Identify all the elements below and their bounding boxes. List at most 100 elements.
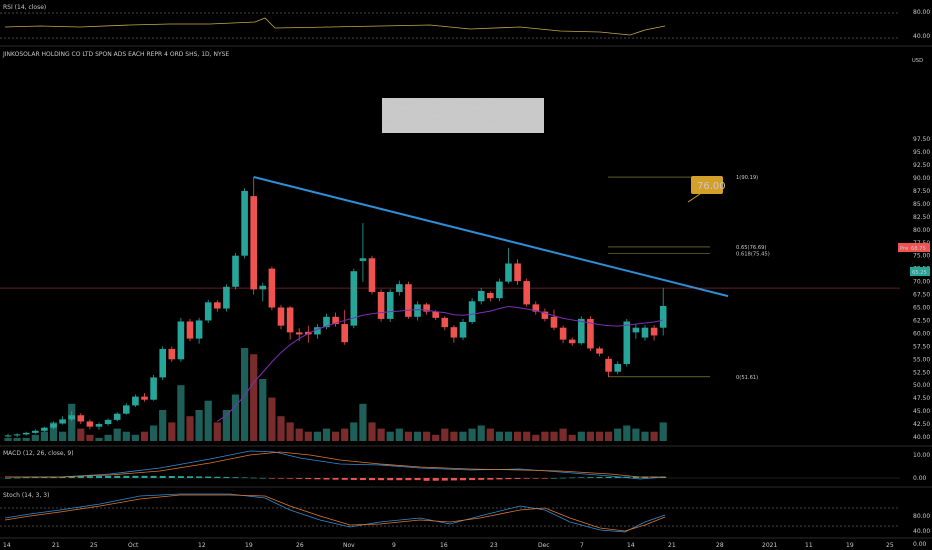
volume-bar: [459, 431, 467, 441]
annotation[interactable]: Potential for trendline break today. Volu…: [382, 98, 544, 133]
macd-bar: [541, 478, 548, 479]
candle-body: [113, 413, 121, 420]
candle-body: [568, 339, 576, 344]
macd-bar: [123, 475, 130, 478]
volume-bar: [523, 431, 531, 441]
volume-bar: [477, 425, 485, 441]
macd-bar: [387, 478, 394, 481]
macd-bar: [605, 476, 612, 478]
volume-bar: [450, 431, 458, 441]
macd-bar: [77, 476, 84, 478]
macd-line: [5, 450, 666, 480]
candle-body: [632, 327, 640, 333]
macd-bar: [59, 476, 66, 478]
macd-bar: [259, 477, 266, 479]
macd-bar: [514, 478, 521, 479]
volume-bar: [586, 431, 594, 441]
symbol-label: JINKOSOLAR HOLDING CO LTD SPON ADS EACH …: [2, 51, 229, 58]
volume-bar: [86, 434, 94, 441]
x-tick-label: 26: [296, 542, 304, 549]
macd-bar: [141, 475, 148, 478]
macd-bar: [396, 478, 403, 481]
volume-bar: [204, 400, 212, 441]
volume-bar: [514, 431, 522, 441]
candle-body: [523, 281, 530, 305]
volume-bar: [413, 431, 422, 441]
volume-bar: [186, 416, 194, 441]
x-tick-label: Dec: [538, 542, 550, 549]
macd-bar: [432, 478, 439, 481]
macd-bar: [50, 476, 57, 478]
macd-tick-0: 0.00: [913, 475, 927, 482]
y-tick-label: 55.00: [913, 356, 930, 363]
macd-bar: [232, 477, 239, 478]
macd-bar: [287, 478, 294, 479]
candle-body: [214, 302, 221, 309]
volume-bar: [377, 428, 385, 441]
target-price-tag[interactable]: 76.00: [687, 176, 726, 203]
x-tick-label: 21: [52, 542, 60, 549]
volume-bar: [541, 431, 549, 441]
x-tick-label: Oct: [128, 542, 139, 549]
y-tick-label: 92.50: [913, 162, 930, 169]
candle-body: [68, 415, 75, 420]
volume-bar: [286, 422, 294, 441]
x-tick-label: Nov: [343, 542, 355, 549]
volume-bar: [568, 434, 576, 441]
volume-bar: [386, 431, 394, 441]
candle-body: [50, 423, 57, 428]
candle-body: [541, 311, 549, 319]
volume-bar: [131, 434, 139, 441]
last-price-label: Pre 68.75: [898, 243, 930, 252]
last-price: 68.75: [911, 246, 926, 252]
volume-bar: [113, 428, 121, 441]
svg-text:Potential for trendline break: Potential for trendline break today. Volu…: [385, 100, 529, 125]
candle-body: [432, 311, 439, 318]
trendline[interactable]: [253, 175, 729, 298]
macd-bar: [114, 475, 121, 478]
macd-bar: [569, 477, 576, 479]
volume-bar: [40, 431, 48, 441]
candle-body: [578, 318, 585, 344]
volume-bar: [486, 428, 494, 441]
volume-bar: [159, 410, 167, 441]
macd-bar: [223, 476, 230, 478]
candle-body: [22, 432, 30, 435]
macd-bar: [296, 478, 303, 479]
candle-body: [359, 258, 367, 261]
macd-bar: [532, 478, 539, 479]
macd-bar: [496, 478, 503, 480]
volume-bar: [605, 431, 613, 441]
y-tick-label: 82.50: [913, 214, 930, 221]
fib-label: 0.618(75.45): [736, 251, 770, 257]
volume-bars: [4, 348, 667, 441]
candles: [4, 176, 667, 438]
y-tick-label: 52.50: [913, 369, 930, 376]
stoch-d-line: [4, 494, 666, 532]
y-tick-label: 80.00: [913, 227, 930, 234]
y-tick-label: 50.00: [913, 382, 930, 389]
candle-body: [241, 190, 248, 256]
annotation-line: Volume and indicators bullish.: [385, 108, 487, 116]
candle-body: [505, 263, 512, 282]
volume-bar: [268, 397, 276, 441]
candle-body: [368, 258, 376, 292]
volume-bar: [423, 431, 431, 441]
y-tick-label: 67.50: [913, 292, 930, 299]
macd-signal-line: [5, 451, 665, 478]
rsi-label: RSI (14, close): [3, 4, 46, 11]
volume-bar: [550, 431, 558, 441]
macd-bar: [460, 478, 466, 481]
candle-body: [477, 290, 485, 302]
candle-body: [168, 348, 176, 360]
volume-bar: [222, 410, 230, 441]
volume-bar: [532, 434, 540, 441]
macd-label: MACD (12, 26, close, 9): [3, 450, 74, 457]
candle-body: [195, 320, 203, 339]
macd-bar: [314, 478, 321, 480]
y-tick-label: 95.00: [913, 149, 930, 156]
candle-body: [4, 435, 12, 437]
candle-body: [13, 434, 21, 436]
candle-body: [487, 292, 494, 299]
